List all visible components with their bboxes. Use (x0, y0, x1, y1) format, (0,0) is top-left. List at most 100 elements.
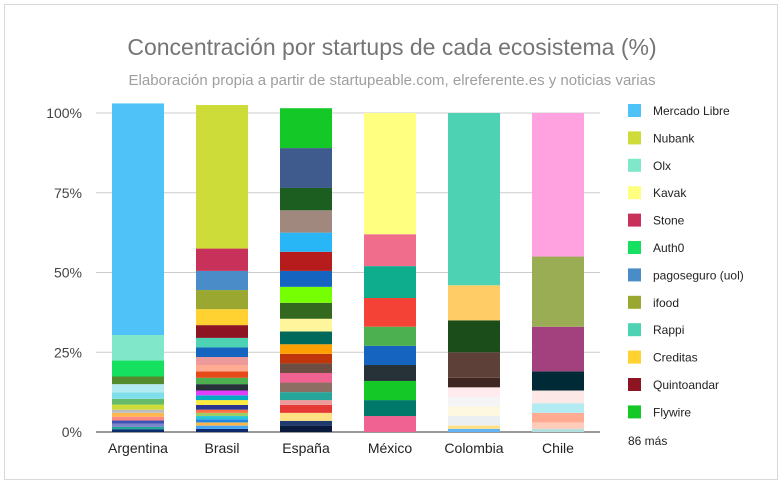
bar-segment[interactable] (280, 232, 332, 252)
bar-segment[interactable] (532, 371, 584, 391)
bar-segment[interactable] (196, 400, 248, 405)
legend-item[interactable]: Kavak (628, 186, 687, 200)
bar-segment[interactable] (532, 390, 584, 404)
bar-segment[interactable] (280, 286, 332, 303)
bar-segment[interactable] (448, 428, 500, 432)
bar-segment[interactable] (448, 113, 500, 286)
bar-segment[interactable] (280, 270, 332, 287)
bar-segment[interactable] (196, 105, 248, 249)
bar-segment[interactable] (532, 412, 584, 423)
bar-stack-argentina[interactable] (112, 103, 164, 432)
bar-segment[interactable] (448, 377, 500, 388)
bar-segment[interactable] (364, 113, 416, 235)
bar-segment[interactable] (196, 428, 248, 432)
bar-segment[interactable] (196, 425, 248, 429)
bar-segment[interactable] (280, 210, 332, 233)
bar-stack-españa[interactable] (280, 108, 332, 432)
bar-segment[interactable] (196, 371, 248, 378)
bar-segment[interactable] (280, 412, 332, 421)
bar-segment[interactable] (280, 251, 332, 271)
bar-segment[interactable] (196, 377, 248, 385)
bar-segment[interactable] (280, 318, 332, 332)
bar-segment[interactable] (196, 384, 248, 391)
bar-segment[interactable] (112, 103, 164, 336)
bar-segment[interactable] (280, 392, 332, 401)
legend-item[interactable]: Mercado Libre (628, 104, 730, 118)
bar-segment[interactable] (364, 266, 416, 299)
legend-item[interactable]: pagoseguro (uol) (628, 268, 744, 282)
bar-segment[interactable] (364, 365, 416, 381)
bar-segment[interactable] (448, 352, 500, 378)
legend-item[interactable]: ifood (628, 295, 679, 310)
bar-segment[interactable] (112, 423, 164, 427)
bar-segment[interactable] (280, 400, 332, 405)
bar-stack-brasil[interactable] (196, 105, 248, 432)
bar-segment[interactable] (448, 320, 500, 353)
bar-segment[interactable] (448, 387, 500, 397)
bar-segment[interactable] (112, 412, 164, 417)
bar-segment[interactable] (364, 416, 416, 432)
bar-segment[interactable] (280, 363, 332, 373)
legend[interactable]: Mercado Libre Nubank Olx Kavak Stone Auth0 pag… (628, 104, 744, 448)
bar-segment[interactable] (448, 396, 500, 407)
bar-segment[interactable] (196, 325, 248, 338)
bar-segment[interactable] (112, 426, 164, 430)
bar-segment[interactable] (196, 390, 248, 396)
bar-segment[interactable] (196, 309, 248, 326)
bar-segment[interactable] (112, 429, 164, 432)
bar-segment[interactable] (280, 420, 332, 426)
bar-segment[interactable] (112, 384, 164, 393)
bar-segment[interactable] (112, 376, 164, 385)
bar-segment[interactable] (280, 108, 332, 149)
bar-stack-colombia[interactable] (448, 113, 500, 432)
legend-item[interactable]: Rappi (628, 323, 684, 337)
bar-segment[interactable] (280, 331, 332, 345)
bar-segment[interactable] (448, 425, 500, 429)
bar-segment[interactable] (532, 326, 584, 372)
bar-segment[interactable] (364, 326, 416, 346)
bar-segment[interactable] (364, 345, 416, 366)
bar-segment[interactable] (280, 372, 332, 383)
legend-item[interactable]: Stone (628, 213, 685, 228)
bar-segment[interactable] (112, 360, 164, 377)
legend-item[interactable]: Flywire (628, 405, 691, 419)
legend-item[interactable]: Auth0 (628, 241, 685, 255)
bar-segment[interactable] (280, 302, 332, 319)
bar-segment[interactable] (112, 398, 164, 405)
bar-segment[interactable] (364, 234, 416, 267)
bar-segment[interactable] (196, 422, 248, 426)
bar-segment[interactable] (196, 290, 248, 310)
bar-segment[interactable] (112, 392, 164, 399)
bar-stack-méxico[interactable] (364, 113, 416, 432)
legend-item[interactable]: Quintoandar (628, 378, 719, 392)
legend-item[interactable]: Nubank (628, 131, 695, 145)
bar-segment[interactable] (196, 337, 248, 348)
bar-segment[interactable] (112, 335, 164, 361)
bar-segment[interactable] (532, 256, 584, 327)
bar-segment[interactable] (196, 395, 248, 401)
bar-segment[interactable] (196, 357, 248, 366)
bar-segment[interactable] (532, 113, 584, 257)
bar-segment[interactable] (364, 380, 416, 401)
bar-segment[interactable] (280, 148, 332, 188)
bar-segment[interactable] (532, 428, 584, 432)
legend-item[interactable]: Olx (628, 158, 671, 173)
bar-segment[interactable] (196, 404, 248, 410)
bar-segment[interactable] (196, 419, 248, 423)
bar-segment[interactable] (196, 248, 248, 271)
bar-segment[interactable] (280, 404, 332, 413)
bar-segment[interactable] (280, 353, 332, 364)
bar-segment[interactable] (364, 400, 416, 417)
bar-segment[interactable] (280, 187, 332, 211)
bar-segment[interactable] (448, 285, 500, 321)
bar-segment[interactable] (196, 270, 248, 291)
bar-segment[interactable] (196, 409, 248, 413)
bar-segment[interactable] (280, 344, 332, 354)
bar-segment[interactable] (448, 406, 500, 417)
bar-segment[interactable] (532, 422, 584, 429)
bar-segment[interactable] (112, 409, 164, 413)
bar-segment[interactable] (280, 382, 332, 393)
bar-segment[interactable] (196, 416, 248, 420)
bar-segment[interactable] (112, 420, 164, 424)
bar-segment[interactable] (196, 365, 248, 372)
